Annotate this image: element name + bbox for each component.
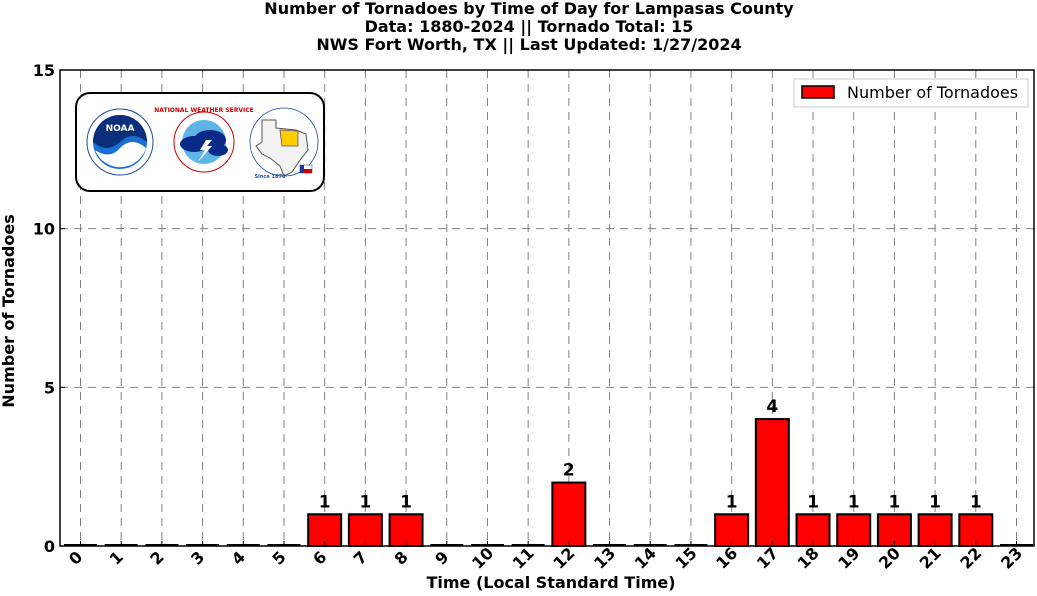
y-axis-title: Number of Tornadoes <box>0 214 18 407</box>
y-tick-label-15: 15 <box>33 61 55 80</box>
x-tick-label-7: 7 <box>350 547 371 568</box>
noaa-logo-text: NOAA <box>106 124 135 134</box>
data-label-hour-22: 1 <box>970 492 982 512</box>
x-tick-label-9: 9 <box>431 547 452 568</box>
x-tick-label-0: 0 <box>65 547 86 568</box>
y-tick-label-5: 5 <box>44 378 55 397</box>
bar-hour-17 <box>754 418 790 548</box>
x-tick-label-22: 22 <box>956 544 985 573</box>
chart-subtitle-office: NWS Fort Worth, TX || Last Updated: 1/27… <box>316 35 741 55</box>
data-label-hour-17: 4 <box>766 397 778 417</box>
x-tick-label-5: 5 <box>268 547 289 568</box>
x-tick-label-11: 11 <box>509 544 538 573</box>
x-tick-label-21: 21 <box>916 544 945 573</box>
x-tick-label-13: 13 <box>590 544 619 573</box>
x-tick-label-10: 10 <box>468 544 497 573</box>
data-label-hour-21: 1 <box>929 492 941 512</box>
data-label-hour-19: 1 <box>848 492 860 512</box>
data-label-hour-8: 1 <box>400 492 412 512</box>
grid-lines <box>60 70 1034 546</box>
texas-office-logo: Since 1870 <box>249 107 319 180</box>
x-tick-label-18: 18 <box>794 544 823 573</box>
data-label-hour-7: 1 <box>359 492 371 512</box>
y-tick-label-0: 0 <box>44 537 55 556</box>
texas-logo-since-text: Since 1870 <box>255 174 286 180</box>
legend-swatch <box>801 85 835 99</box>
x-tick-label-19: 19 <box>834 544 863 573</box>
bars <box>64 418 1033 548</box>
chart-subtitle-data: Data: 1880-2024 || Tornado Total: 15 <box>365 17 694 37</box>
x-tick-label-1: 1 <box>106 547 127 568</box>
data-label-hour-20: 1 <box>888 492 900 512</box>
data-label-hour-18: 1 <box>807 492 819 512</box>
data-label-hour-12: 2 <box>563 461 575 481</box>
x-tick-label-2: 2 <box>146 547 167 568</box>
logo-panel: NOAA NATIONAL WEATHER SERVICE Si <box>75 92 325 192</box>
x-tick-label-17: 17 <box>753 544 782 573</box>
x-tick-label-20: 20 <box>875 544 904 573</box>
x-tick-label-6: 6 <box>309 547 330 568</box>
bar-hour-22 <box>958 513 994 547</box>
plot-frame <box>59 69 1035 547</box>
x-tick-label-14: 14 <box>631 544 660 573</box>
data-label-hour-6: 1 <box>319 492 331 512</box>
data-label-hour-16: 1 <box>726 492 738 512</box>
x-tick-label-16: 16 <box>712 544 741 573</box>
x-tick-label-15: 15 <box>671 544 700 573</box>
x-tick-label-4: 4 <box>228 547 249 568</box>
chart-title: Number of Tornadoes by Time of Day for L… <box>264 0 794 18</box>
nws-logo: NATIONAL WEATHER SERVICE <box>154 107 254 173</box>
legend: Number of Tornadoes <box>793 78 1029 108</box>
y-axis-ticks: 0 5 10 15 <box>33 61 65 556</box>
bar-hour-12 <box>551 481 587 547</box>
x-axis-title: Time (Local Standard Time) <box>426 573 675 592</box>
x-tick-label-3: 3 <box>187 547 208 568</box>
x-tick-label-23: 23 <box>997 544 1026 573</box>
y-tick-label-10: 10 <box>33 220 55 239</box>
x-tick-label-12: 12 <box>549 544 578 573</box>
legend-label: Number of Tornadoes <box>847 83 1018 102</box>
data-labels: 1 1 1 2 1 4 1 1 1 1 1 <box>319 397 982 512</box>
bar-hour-21 <box>917 513 953 547</box>
nws-logo-arc-text: NATIONAL WEATHER SERVICE <box>154 107 253 114</box>
x-tick-label-8: 8 <box>391 547 412 568</box>
noaa-logo: NOAA <box>86 108 154 176</box>
